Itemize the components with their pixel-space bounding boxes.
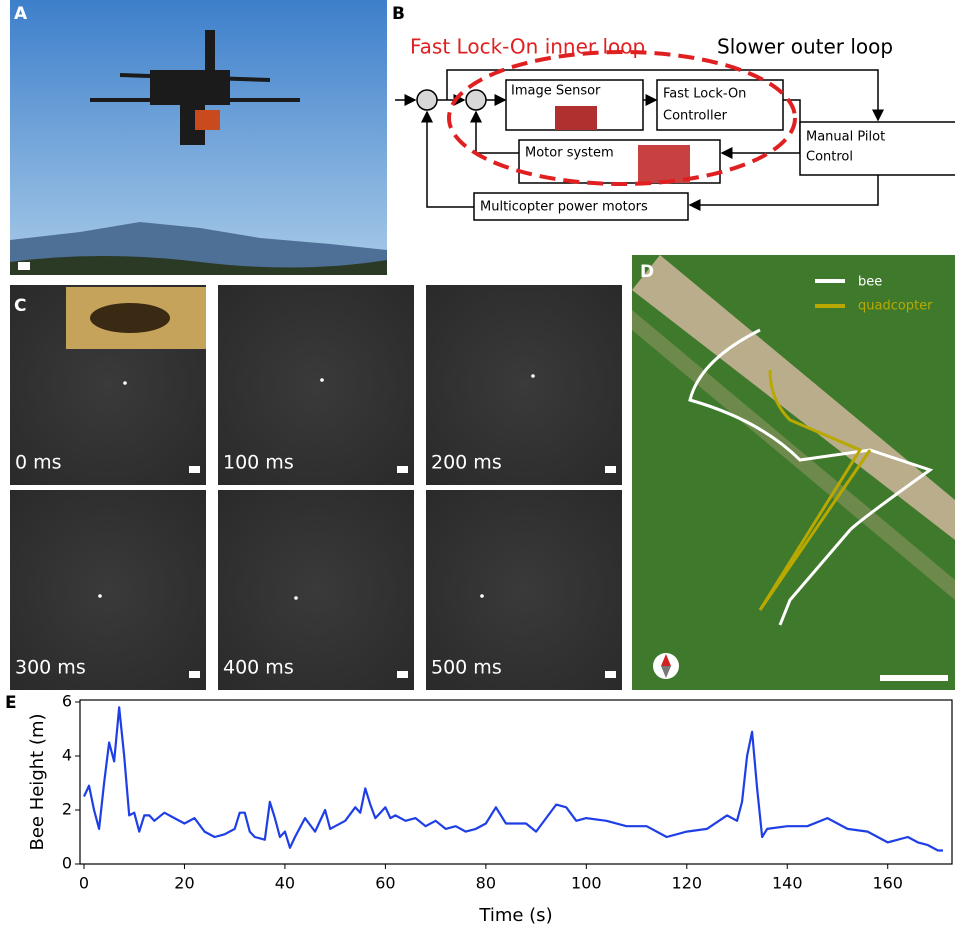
frame-time: 400 ms bbox=[223, 657, 294, 679]
figure: A B Fast Lock-On inner loop Slower outer… bbox=[0, 0, 955, 931]
bee-dot bbox=[320, 378, 324, 382]
panel-label: C bbox=[14, 296, 26, 316]
bee-dot bbox=[531, 374, 535, 378]
data-line bbox=[84, 707, 943, 850]
y-axis-label: Bee Height (m) bbox=[27, 713, 48, 850]
panel-a: A bbox=[10, 0, 387, 275]
bee-dot bbox=[480, 594, 484, 598]
x-tick-label: 40 bbox=[275, 874, 295, 893]
block-label: Control bbox=[806, 150, 853, 165]
panel-label: E bbox=[5, 693, 17, 713]
scale-bar bbox=[397, 671, 408, 678]
bee-dot bbox=[294, 596, 298, 600]
block-label: Multicopter power motors bbox=[480, 200, 648, 215]
panel-label: D bbox=[640, 262, 654, 282]
legend-label: quadcopter bbox=[858, 299, 933, 314]
x-tick-label: 0 bbox=[79, 874, 89, 893]
scale-bar bbox=[605, 466, 616, 473]
y-tick-label: 4 bbox=[62, 746, 72, 765]
inner-loop-label: Fast Lock-On inner loop bbox=[410, 35, 645, 59]
y-tick-label: 6 bbox=[62, 692, 72, 711]
x-tick-label: 120 bbox=[672, 874, 703, 893]
frame-time: 300 ms bbox=[15, 657, 86, 679]
frame-time: 0 ms bbox=[15, 452, 62, 474]
y-tick-label: 2 bbox=[62, 800, 72, 819]
x-tick-label: 20 bbox=[174, 874, 194, 893]
x-tick-label: 60 bbox=[375, 874, 395, 893]
frame-time: 100 ms bbox=[223, 452, 294, 474]
scale-bar bbox=[605, 671, 616, 678]
bee-dot bbox=[123, 381, 127, 385]
scale-bar bbox=[189, 466, 200, 473]
panel-label: A bbox=[14, 4, 28, 24]
frame-time: 200 ms bbox=[431, 452, 502, 474]
block-label: Fast Lock-On bbox=[663, 87, 746, 102]
block-label: Image Sensor bbox=[511, 84, 601, 99]
legend-label: bee bbox=[858, 275, 882, 290]
scale-bar bbox=[397, 466, 408, 473]
block-label: Manual Pilot bbox=[806, 130, 885, 145]
panel-b: B Fast Lock-On inner loop Slower outer l… bbox=[392, 4, 955, 220]
x-axis-label: Time (s) bbox=[478, 905, 552, 926]
panel-d: bee quadcopter D bbox=[632, 255, 955, 690]
block-label: Controller bbox=[663, 109, 728, 124]
panel-label: B bbox=[392, 4, 405, 24]
plot-frame bbox=[80, 700, 952, 864]
y-tick-label: 0 bbox=[62, 854, 72, 873]
outer-loop-label: Slower outer loop bbox=[717, 35, 893, 59]
x-tick-label: 80 bbox=[476, 874, 496, 893]
frame-time: 500 ms bbox=[431, 657, 502, 679]
scale-bar bbox=[189, 671, 200, 678]
bee-dot bbox=[98, 594, 102, 598]
panel-e: E 0 20 40 60 80 100 120 140 160 0 2 4 6 Time (s) Bee H… bbox=[5, 692, 952, 927]
x-tick-label: 160 bbox=[872, 874, 903, 893]
x-tick-label: 140 bbox=[772, 874, 803, 893]
x-tick-label: 100 bbox=[571, 874, 602, 893]
panel-c: 0 ms 100 ms 200 ms 300 ms 400 ms 500 ms C bbox=[10, 285, 622, 690]
block-label: Motor system bbox=[525, 146, 614, 161]
